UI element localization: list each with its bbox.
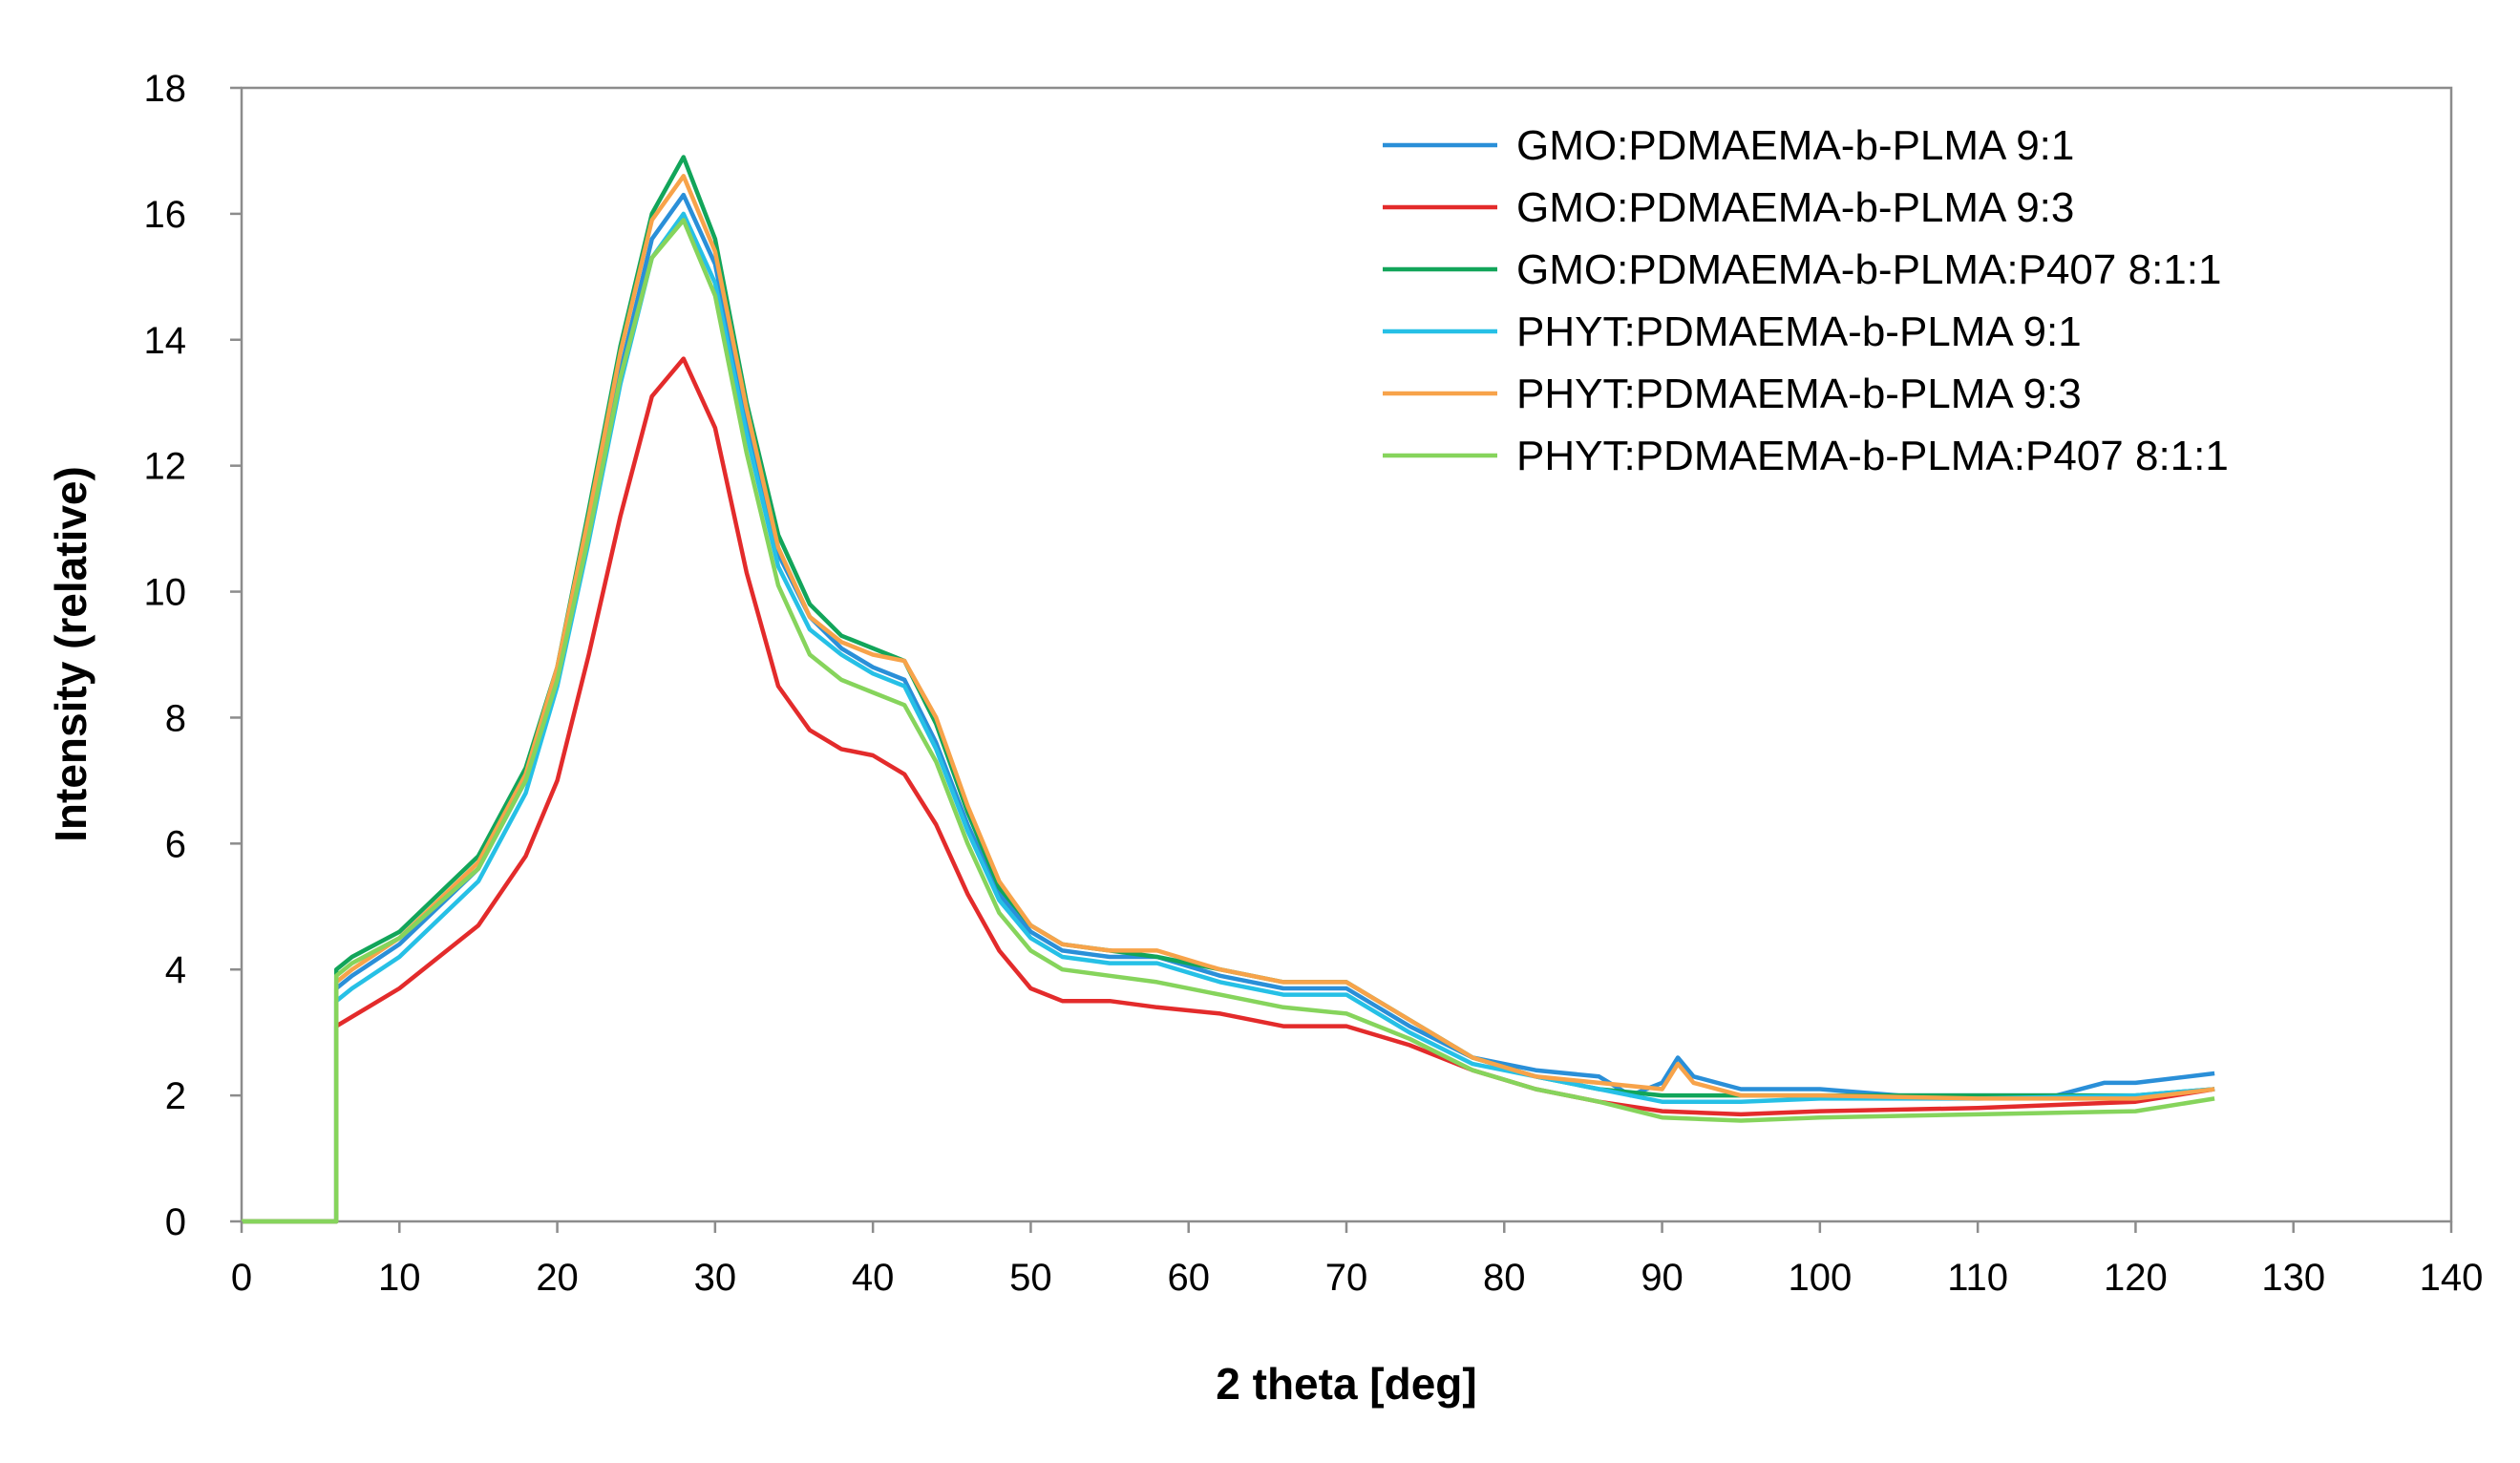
legend: GMO:PDMAEMA-b-PLMA 9:1 GMO:PDMAEMA-b-PLMA… xyxy=(1383,122,2229,479)
x-tick-label: 100 xyxy=(1788,1257,1852,1299)
x-tick-label: 120 xyxy=(2104,1257,2168,1299)
x-tick-label: 10 xyxy=(378,1257,421,1299)
x-axis-title: 2 theta [deg] xyxy=(1216,1359,1476,1409)
x-tick-label: 80 xyxy=(1483,1257,1526,1299)
plot-area xyxy=(240,86,2453,1223)
legend-label: GMO:PDMAEMA-b-PLMA 9:3 xyxy=(1516,184,2074,231)
x-tick-label: 20 xyxy=(536,1257,579,1299)
y-tick-label: 2 xyxy=(165,1075,186,1117)
x-tick-label: 40 xyxy=(852,1257,895,1299)
legend-label: PHYT:PDMAEMA-b-PLMA 9:3 xyxy=(1516,371,2082,417)
series-layer xyxy=(242,155,2215,1224)
x-tick-label: 130 xyxy=(2261,1257,2325,1299)
x-tick-label: 0 xyxy=(231,1257,252,1299)
y-tick-label: 4 xyxy=(165,949,186,991)
series-line-6 xyxy=(242,218,2215,1224)
y-tick-label: 6 xyxy=(165,823,186,865)
x-axis-ticks: 0 10 20 30 40 50 60 70 80 90 100 110 120 130 140 xyxy=(231,1221,2484,1299)
x-tick-label: 60 xyxy=(1167,1257,1210,1299)
legend-label: GMO:PDMAEMA-b-PLMA 9:1 xyxy=(1516,122,2074,169)
series-line-5 xyxy=(242,174,2215,1224)
x-tick-label: 140 xyxy=(2420,1257,2484,1299)
y-tick-label: 10 xyxy=(144,572,187,614)
series-line-4 xyxy=(242,211,2215,1224)
legend-label: GMO:PDMAEMA-b-PLMA:P407 8:1:1 xyxy=(1516,246,2221,293)
x-tick-label: 90 xyxy=(1641,1257,1684,1299)
y-tick-label: 8 xyxy=(165,697,186,739)
x-tick-label: 70 xyxy=(1325,1257,1368,1299)
x-tick-label: 110 xyxy=(1947,1257,2008,1299)
x-tick-label: 50 xyxy=(1009,1257,1052,1299)
x-tick-label: 30 xyxy=(694,1257,737,1299)
y-axis-ticks: 0 2 4 6 8 10 12 14 16 18 xyxy=(144,68,242,1243)
y-tick-label: 12 xyxy=(144,446,187,488)
y-tick-label: 14 xyxy=(144,320,187,362)
y-tick-label: 0 xyxy=(165,1201,186,1243)
legend-label: PHYT:PDMAEMA-b-PLMA:P407 8:1:1 xyxy=(1516,433,2229,479)
y-tick-label: 18 xyxy=(144,68,187,110)
y-axis-title: Intensity (relative) xyxy=(46,466,95,842)
y-tick-label: 16 xyxy=(144,194,187,236)
legend-label: PHYT:PDMAEMA-b-PLMA 9:1 xyxy=(1516,308,2082,355)
